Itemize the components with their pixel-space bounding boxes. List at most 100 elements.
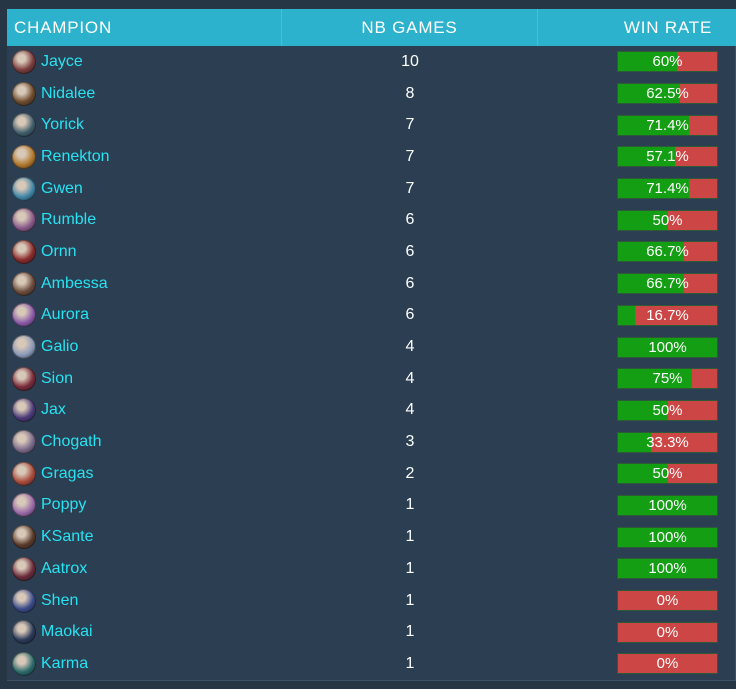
table-row: Shen 1 0% xyxy=(7,585,736,617)
champion-name-link[interactable]: KSante xyxy=(41,528,94,546)
champion-cell: Aatrox xyxy=(7,556,282,581)
table-row: Chogath 3 33.3% xyxy=(7,426,736,458)
winrate-label: 50% xyxy=(652,401,683,419)
table-row: Renekton 7 57.1% xyxy=(7,141,736,173)
winrate-label: 0% xyxy=(656,592,679,610)
column-header-champion[interactable]: CHAMPION xyxy=(7,9,282,46)
winrate-bar: 0% xyxy=(617,653,718,675)
champion-avatar xyxy=(12,620,36,645)
champion-name-link[interactable]: Karma xyxy=(41,654,89,672)
champion-name-link[interactable]: Renekton xyxy=(41,147,110,165)
winrate-label: 57.1% xyxy=(646,148,689,166)
winrate-bar-fill xyxy=(618,559,717,579)
winrate-bar-fill xyxy=(618,84,680,104)
champion-cell: Aurora xyxy=(7,303,282,328)
winrate-label: 62.5% xyxy=(646,85,689,103)
winrate-label: 100% xyxy=(648,528,687,546)
champion-name-link[interactable]: Aatrox xyxy=(41,559,88,577)
table-row: Nidalee 8 62.5% xyxy=(7,78,736,110)
games-count: 6 xyxy=(405,306,415,324)
winrate-label: 71.4% xyxy=(646,116,689,134)
games-count: 1 xyxy=(405,654,415,672)
champion-avatar xyxy=(12,461,36,486)
winrate-bar-fill xyxy=(618,147,675,167)
column-header-games[interactable]: NB GAMES xyxy=(282,9,538,46)
champion-avatar xyxy=(12,588,36,613)
winrate-bar: 75% xyxy=(617,368,718,390)
games-count: 8 xyxy=(405,84,415,102)
winrate-bar-fill xyxy=(618,464,668,484)
champion-cell: Gwen xyxy=(7,176,282,201)
champion-cell: Poppy xyxy=(7,493,282,518)
champion-avatar xyxy=(12,208,36,233)
champion-name-link[interactable]: Jayce xyxy=(41,52,83,70)
champion-name-link[interactable]: Maokai xyxy=(41,623,93,641)
champion-name-link[interactable]: Sion xyxy=(41,369,74,387)
winrate-label: 0% xyxy=(656,655,679,673)
winrate-bar-fill xyxy=(618,369,693,389)
winrate-label: 100% xyxy=(648,560,687,578)
champion-cell: Sion xyxy=(7,366,282,391)
games-count: 1 xyxy=(405,528,415,546)
winrate-bar: 100% xyxy=(617,526,718,548)
winrate-bar: 57.1% xyxy=(617,146,718,168)
champion-cell: Chogath xyxy=(7,430,282,455)
table-row: Aatrox 1 100% xyxy=(7,553,736,585)
champion-name-link[interactable]: Chogath xyxy=(41,433,102,451)
champion-cell: Gragas xyxy=(7,461,282,486)
winrate-label: 66.7% xyxy=(646,243,689,261)
games-count: 6 xyxy=(405,242,415,260)
champion-avatar xyxy=(12,303,36,328)
column-header-games-label: NB GAMES xyxy=(361,17,458,37)
games-count: 1 xyxy=(405,591,415,609)
champion-cell: KSante xyxy=(7,525,282,550)
table-row: Sion 4 75% xyxy=(7,363,736,395)
column-header-winrate[interactable]: WIN RATE xyxy=(538,9,736,46)
champion-name-link[interactable]: Galio xyxy=(41,338,79,356)
winrate-bar-fill xyxy=(618,115,689,135)
winrate-bar: 62.5% xyxy=(617,83,718,105)
champion-name-link[interactable]: Gwen xyxy=(41,179,83,197)
winrate-bar: 100% xyxy=(617,494,718,516)
table-row: Poppy 1 100% xyxy=(7,490,736,522)
champion-name-link[interactable]: Ambessa xyxy=(41,274,108,292)
champion-name-link[interactable]: Shen xyxy=(41,591,79,609)
champion-name-link[interactable]: Aurora xyxy=(41,306,90,324)
winrate-bar: 0% xyxy=(617,621,718,643)
champion-avatar xyxy=(12,525,36,550)
champion-avatar xyxy=(12,366,36,391)
champion-avatar xyxy=(12,144,36,169)
champion-name-link[interactable]: Jax xyxy=(41,401,66,419)
champion-name-link[interactable]: Yorick xyxy=(41,116,84,134)
champion-name-link[interactable]: Nidalee xyxy=(41,84,96,102)
table-row: Gragas 2 50% xyxy=(7,458,736,490)
winrate-label: 66.7% xyxy=(646,275,689,293)
champion-avatar xyxy=(12,271,36,296)
champion-cell: Ornn xyxy=(7,239,282,264)
champion-name-link[interactable]: Rumble xyxy=(41,211,97,229)
champion-avatar xyxy=(12,651,36,676)
table-row: Maokai 1 0% xyxy=(7,616,736,648)
champion-avatar xyxy=(12,398,36,423)
champion-name-link[interactable]: Ornn xyxy=(41,242,77,260)
games-count: 3 xyxy=(405,433,415,451)
winrate-bar-fill xyxy=(618,400,668,420)
winrate-bar: 66.7% xyxy=(617,273,718,295)
champion-avatar xyxy=(12,81,36,106)
winrate-label: 100% xyxy=(648,496,687,514)
table-row: Jayce 10 60% xyxy=(7,46,736,78)
winrate-bar: 16.7% xyxy=(617,304,718,326)
column-header-winrate-label: WIN RATE xyxy=(623,17,713,37)
games-count: 4 xyxy=(405,369,415,387)
winrate-bar: 33.3% xyxy=(617,431,718,453)
table-row: Ambessa 6 66.7% xyxy=(7,268,736,300)
champion-name-link[interactable]: Poppy xyxy=(41,496,87,514)
champion-cell: Rumble xyxy=(7,208,282,233)
winrate-label: 50% xyxy=(652,211,683,229)
winrate-bar-fill xyxy=(618,52,678,72)
winrate-bar: 71.4% xyxy=(617,178,718,200)
champion-name-link[interactable]: Gragas xyxy=(41,464,94,482)
games-count: 7 xyxy=(405,179,415,197)
games-count: 7 xyxy=(405,116,415,134)
winrate-bar: 66.7% xyxy=(617,241,718,263)
